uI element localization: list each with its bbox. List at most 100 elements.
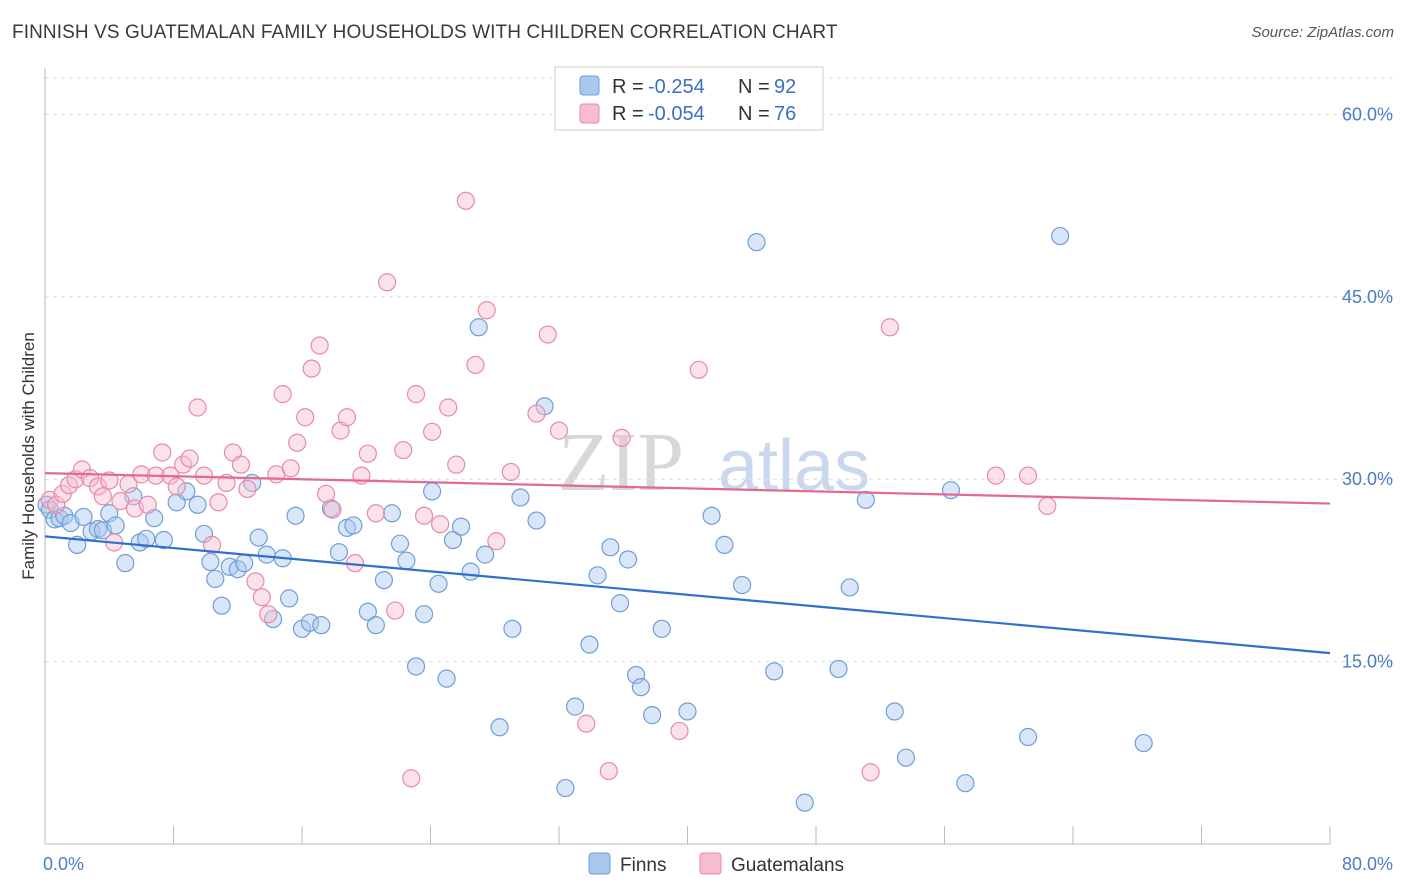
finns-point-31 (257, 545, 276, 564)
guatemalans-point-54 (423, 422, 442, 441)
finns-point-49 (406, 657, 426, 676)
guatemalans-point-29 (238, 479, 257, 499)
finns-point-85 (896, 748, 916, 767)
guatemalans-point-38 (302, 359, 321, 378)
finns-point-60 (511, 488, 530, 507)
guatemalans-point-48 (378, 273, 397, 292)
guatemalans-point-34 (273, 385, 292, 404)
finns-point-87 (956, 774, 975, 793)
finns-point-65 (580, 635, 599, 654)
guatemalans-point-61 (487, 532, 506, 551)
axes (44, 68, 1331, 845)
finns-point-51 (423, 482, 442, 501)
guatemalans-point-59 (466, 355, 485, 375)
guatemalans-point-11 (111, 492, 130, 511)
finns-point-12 (106, 516, 125, 535)
finns-point-91 (469, 318, 488, 337)
finns-point-7 (74, 507, 93, 527)
finns-point-79 (765, 662, 784, 681)
finns-point-55 (451, 517, 471, 536)
finns-point-74 (678, 702, 697, 721)
guatemalans-point-65 (549, 421, 569, 440)
guatemalans-point-50 (394, 440, 413, 460)
guatemalans-legend-swatch (579, 103, 600, 124)
finns-point-84 (885, 702, 904, 721)
guatemalans-point-47 (366, 504, 385, 523)
finns-point-0 (37, 495, 56, 514)
guatemalans-point-60 (477, 301, 496, 320)
guatemalans-n-label: N = (738, 103, 770, 125)
y-tick-label-3: 60.0% (1342, 104, 1393, 124)
watermark-atlas: atlas (718, 426, 870, 506)
guatemalans-point-25 (209, 493, 228, 512)
finns-point-59 (503, 619, 522, 638)
finns-point-56 (461, 562, 480, 581)
finns-point-24 (206, 569, 225, 589)
guatemalans-point-17 (153, 443, 172, 462)
guatemalans-point-37 (296, 408, 315, 427)
finns-point-53 (437, 669, 456, 688)
guatemalans-point-74 (1038, 496, 1057, 516)
finns-point-50 (414, 605, 434, 624)
finns-bottom-swatch (588, 852, 611, 875)
gridlines (45, 77, 1393, 663)
guatemalans-point-1 (47, 495, 66, 514)
guatemalans-r-label: R = (612, 103, 644, 125)
guatemalans-point-19 (167, 477, 186, 496)
guatemalans-point-39 (310, 336, 329, 355)
guatemalans-point-71 (861, 763, 880, 782)
finns-point-66 (588, 566, 607, 585)
stats-legend-box (554, 66, 824, 131)
finns-point-45 (374, 571, 394, 590)
finns-point-44 (366, 616, 385, 635)
finns-point-34 (280, 589, 299, 608)
finns-point-75 (702, 506, 721, 525)
finns-n-label: N = (738, 76, 770, 98)
guatemalans-point-35 (281, 459, 300, 478)
guatemalans-point-9 (100, 471, 119, 490)
guatemalans-point-31 (252, 588, 271, 607)
guatemalans-point-49 (386, 601, 405, 620)
guatemalans-point-63 (527, 404, 546, 423)
guatemalans-point-56 (439, 398, 458, 417)
x-tick-label-max: 80.0% (1342, 854, 1393, 874)
guatemalans-n-value: 76 (774, 103, 796, 125)
finns-point-30 (249, 528, 268, 547)
guatemalans-point-73 (1018, 466, 1038, 485)
guatemalans-point-43 (337, 408, 357, 427)
chart-title: FINNISH VS GUATEMALAN FAMILY HOUSEHOLDS … (12, 22, 838, 43)
finns-legend-swatch (579, 75, 600, 96)
finns-point-82 (840, 578, 859, 597)
finns-point-71 (631, 678, 651, 697)
finns-points (37, 226, 1153, 812)
watermark-zip: ZIP (558, 416, 684, 509)
y-axis-title: Family Households with Children (19, 332, 38, 580)
finns-point-80 (795, 793, 814, 812)
finns-point-78 (747, 233, 766, 252)
finns-point-42 (344, 516, 363, 535)
guatemalans-point-57 (447, 455, 466, 474)
finns-point-64 (565, 697, 585, 716)
finns-point-21 (188, 495, 207, 514)
finns-point-46 (382, 504, 402, 523)
finns-point-83 (856, 490, 875, 510)
finns-point-73 (652, 619, 671, 638)
guatemalans-point-40 (316, 484, 336, 503)
finns-bottom-label: Finns (620, 855, 666, 876)
finns-point-38 (312, 616, 331, 635)
finns-point-16 (137, 529, 156, 548)
finns-point-20 (177, 482, 196, 501)
finns-n-value: 92 (774, 76, 796, 98)
finns-point-3 (50, 509, 69, 528)
finns-point-28 (235, 554, 254, 573)
finns-point-54 (443, 530, 463, 550)
finns-point-90 (1134, 733, 1153, 753)
y-tick-label-1: 30.0% (1342, 469, 1393, 489)
guatemalans-point-51 (402, 769, 421, 788)
finns-point-47 (390, 534, 410, 553)
source-label: Source: ZipAtlas.com (1251, 24, 1394, 41)
guatemalans-point-24 (202, 535, 222, 554)
guatemalans-point-55 (431, 515, 450, 534)
guatemalans-point-23 (194, 466, 214, 485)
